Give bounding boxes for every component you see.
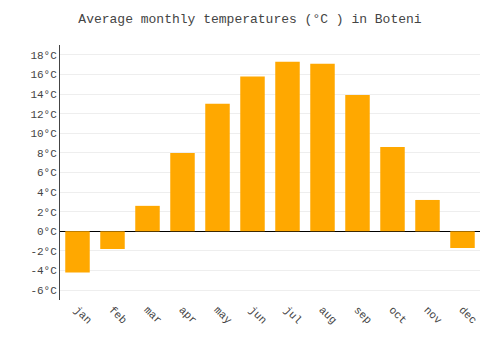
svg-text:12°C: 12°C [30,109,57,121]
svg-text:-6°C: -6°C [30,285,57,297]
svg-text:dec: dec [456,304,478,326]
svg-text:16°C: 16°C [30,69,57,81]
svg-text:jan: jan [71,304,93,326]
svg-text:4°C: 4°C [37,187,57,199]
svg-text:2°C: 2°C [37,207,57,219]
svg-text:10°C: 10°C [30,128,57,140]
svg-text:18°C: 18°C [30,50,57,62]
svg-text:mar: mar [141,304,163,326]
svg-text:aug: aug [316,304,338,326]
svg-text:0°C: 0°C [37,226,57,238]
svg-text:apr: apr [176,304,198,326]
svg-text:feb: feb [106,304,128,326]
svg-text:jun: jun [246,304,268,326]
svg-text:jul: jul [281,304,303,326]
svg-text:may: may [211,304,234,327]
svg-text:-2°C: -2°C [30,246,57,258]
svg-text:14°C: 14°C [30,89,57,101]
svg-text:nov: nov [421,304,444,327]
svg-text:8°C: 8°C [37,148,57,160]
svg-text:6°C: 6°C [37,167,57,179]
svg-text:-4°C: -4°C [30,265,57,277]
svg-text:sep: sep [351,304,373,326]
svg-text:Average monthly temperatures (: Average monthly temperatures (°C ) in Bo… [78,12,421,27]
svg-text:oct: oct [386,304,408,326]
